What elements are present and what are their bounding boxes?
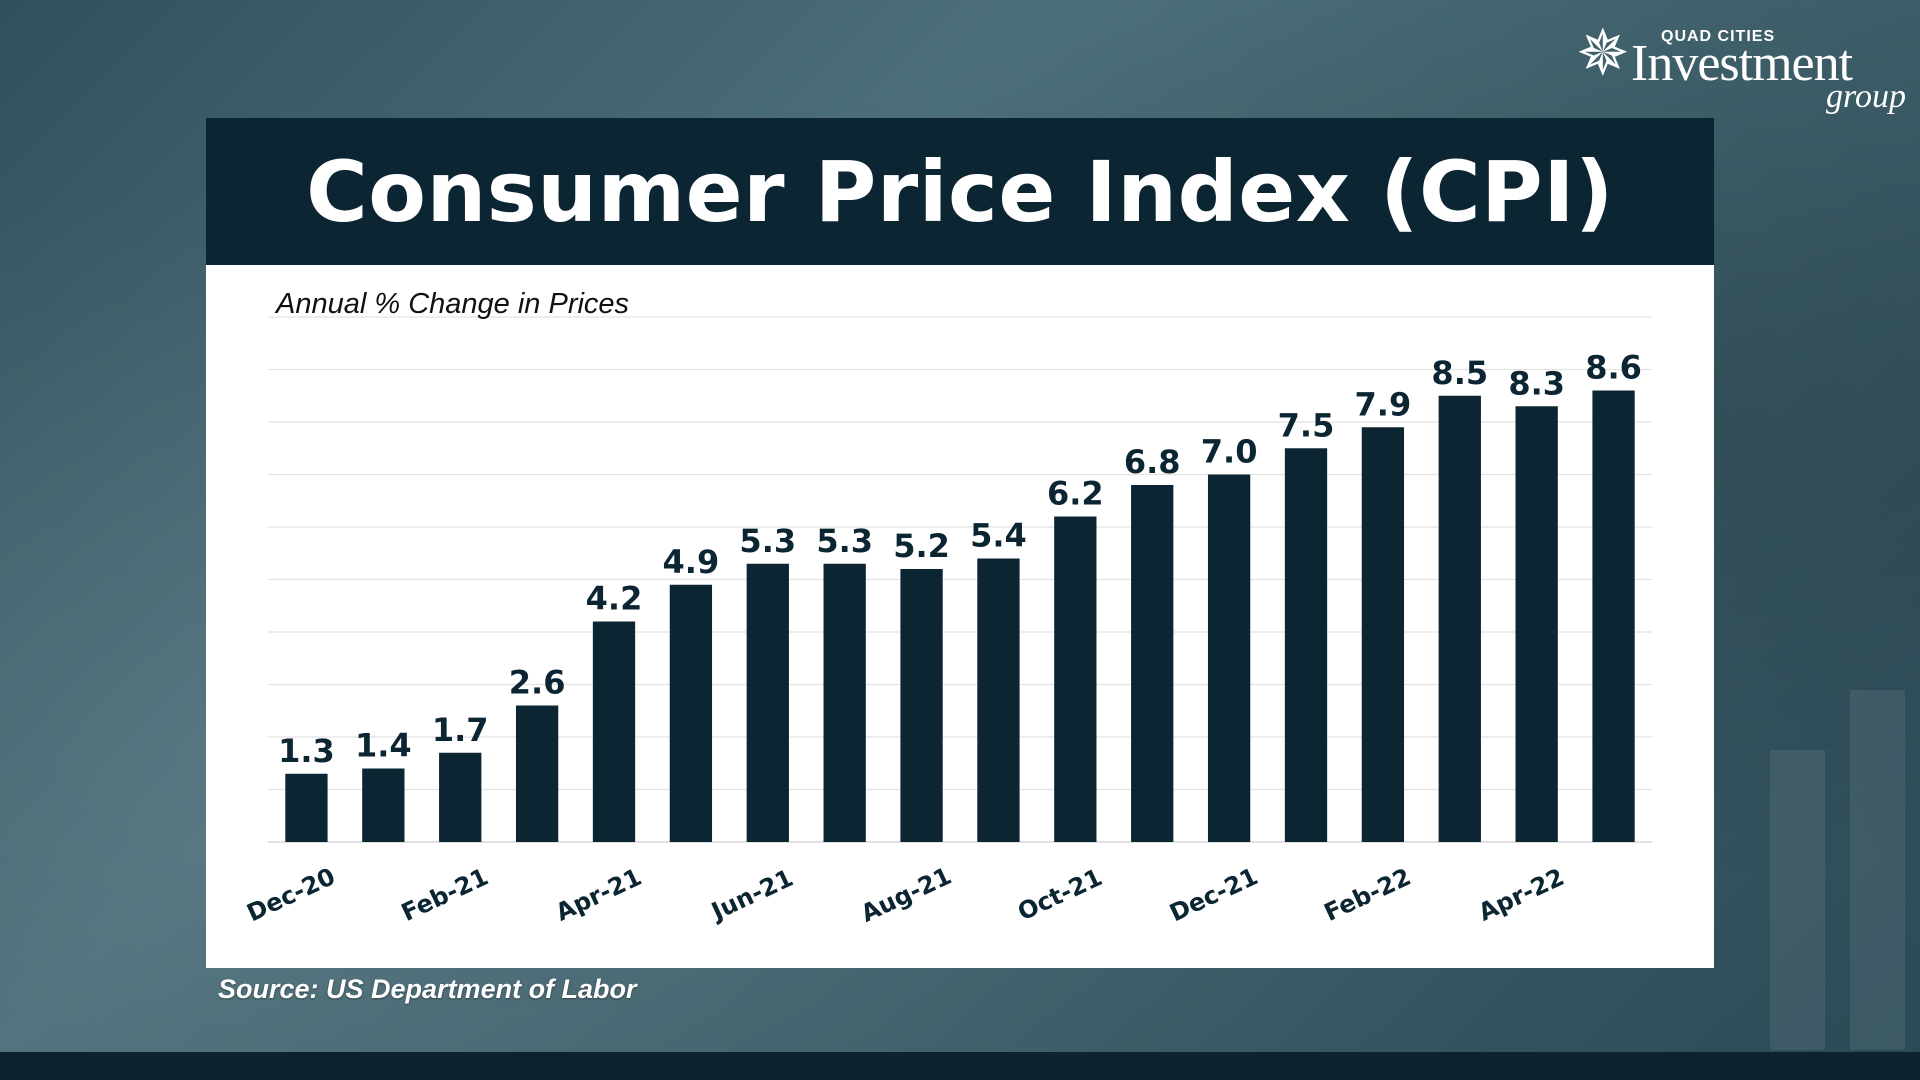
title-bar: Consumer Price Index (CPI) (206, 118, 1714, 265)
gridlines (268, 316, 1652, 843)
value-label-Aug-21: 5.2 (893, 527, 950, 565)
bar-May-21 (669, 584, 713, 842)
value-label-Feb-22: 7.9 (1355, 385, 1412, 423)
chart-panel: Annual % Change in Prices 1.3 1.4 1.7 2.6 4.… (206, 265, 1714, 968)
bar-Nov-21 (1131, 485, 1174, 842)
logo-star-icon: ✵ (1576, 17, 1630, 91)
bar-Jun-21 (746, 563, 789, 842)
tick-label-Oct-21: Oct-21 (1013, 863, 1106, 926)
value-label-May-22: 8.6 (1585, 349, 1642, 387)
company-logo: ✵ QUAD CITIES Investment group (1576, 14, 1906, 115)
tick-label-Feb-21: Feb-21 (397, 863, 492, 927)
x-tick-labels: Dec-20 Feb-21 Apr-21 Jun-21 Aug-21 Oct-21 Dec-… (243, 862, 1569, 928)
source-note: Source: US Department of Labor (218, 974, 637, 1004)
tick-label-Aug-21: Aug-21 (857, 862, 956, 928)
bar-Mar-22 (1438, 395, 1481, 842)
value-label-May-21: 4.9 (663, 543, 720, 581)
bar-Apr-22 (1515, 406, 1558, 842)
bar-Aug-21 (900, 569, 943, 842)
value-label-Feb-21: 1.7 (432, 711, 489, 749)
value-label-Apr-21: 4.2 (586, 580, 643, 618)
cpi-bar-chart: Annual % Change in Prices 1.3 1.4 1.7 2.6 4.… (243, 288, 1652, 928)
value-label-Oct-21: 6.2 (1047, 475, 1104, 513)
value-labels: 1.3 1.4 1.7 2.6 4.2 4.9 5.3 5.3 5.2 5.4 6.2 6.8 7.0 7… (278, 349, 1642, 770)
tick-label-Jun-21: Jun-21 (705, 864, 797, 927)
tick-label-Dec-21: Dec-21 (1165, 862, 1262, 927)
tick-label-Apr-21: Apr-21 (551, 863, 645, 927)
bar-Feb-21 (439, 752, 482, 842)
bar-Jan-22 (1284, 448, 1328, 842)
bar-Jan-21 (362, 768, 405, 842)
logo-small-text: QUAD CITIES (1661, 28, 1776, 45)
value-label-Nov-21: 6.8 (1124, 443, 1181, 481)
bar-Dec-20 (285, 773, 328, 842)
bar-Apr-21 (592, 621, 636, 842)
background-decoration (1770, 490, 1920, 1050)
bar-Sep-21 (977, 558, 1020, 842)
value-label-Dec-20: 1.3 (278, 732, 335, 770)
value-label-Sep-21: 5.4 (970, 517, 1027, 555)
bar-Dec-21 (1207, 474, 1251, 842)
bar-Mar-21 (515, 705, 559, 842)
bar-Feb-22 (1361, 427, 1405, 842)
value-label-Apr-22: 8.3 (1508, 364, 1565, 402)
tick-label-Apr-22: Apr-22 (1474, 863, 1568, 927)
chart-subtitle: Annual % Change in Prices (274, 288, 629, 320)
value-label-Jun-21: 5.3 (739, 522, 796, 560)
page-title: Consumer Price Index (CPI) (306, 142, 1614, 241)
value-label-Jan-21: 1.4 (355, 727, 412, 765)
value-label-Dec-21: 7.0 (1201, 433, 1258, 471)
tick-label-Feb-22: Feb-22 (1320, 863, 1415, 927)
bottom-band (0, 1052, 1920, 1080)
value-label-Jul-21: 5.3 (816, 522, 873, 560)
tick-label-Dec-20: Dec-20 (243, 862, 340, 927)
bar-May-22 (1592, 390, 1635, 842)
logo-main-text: Investment (1631, 35, 1853, 92)
logo-script-text: group (1826, 78, 1906, 115)
bars (285, 390, 1635, 842)
bar-Jul-21 (823, 563, 866, 842)
bar-Oct-21 (1054, 516, 1097, 842)
value-label-Mar-22: 8.5 (1431, 354, 1488, 392)
value-label-Jan-22: 7.5 (1278, 406, 1335, 444)
value-label-Mar-21: 2.6 (509, 664, 566, 702)
